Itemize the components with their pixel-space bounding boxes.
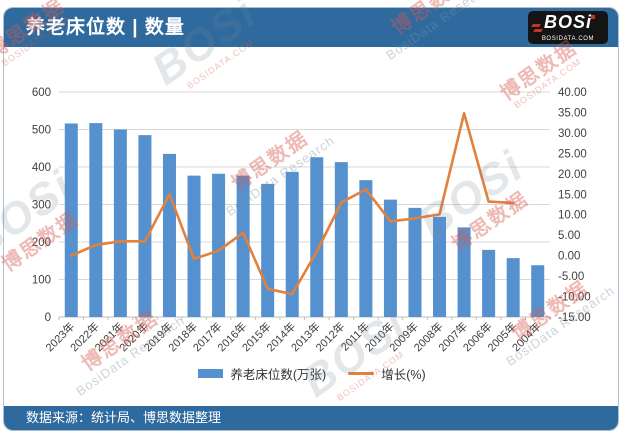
- bar-2013年: [310, 157, 324, 317]
- right-axis-label--5: -5.00: [558, 271, 584, 283]
- bar-2018年: [187, 175, 201, 317]
- bar-2022年: [89, 123, 103, 317]
- bar-2012年: [334, 162, 348, 317]
- left-axis-label-400: 400: [32, 162, 51, 174]
- bosi-logo: BOSi BOSIDATA.COM: [528, 11, 608, 44]
- logo-text: BOSi: [543, 12, 592, 32]
- line-swatch-icon: [348, 372, 375, 375]
- chart-area: 0 100 200 300 400 500 600 40.00 35.00 30.00 25.00 2…: [4, 47, 618, 408]
- chart-legend: 养老床位数(万张) 增长(%): [4, 364, 618, 383]
- bar-2020年: [138, 135, 152, 317]
- bar-2011年: [359, 180, 373, 317]
- right-axis-label--15: -15.00: [558, 312, 591, 324]
- bar-2019年: [162, 153, 176, 317]
- logo-site: BOSIDATA.COM: [541, 36, 595, 42]
- left-axis-label-600: 600: [32, 87, 51, 99]
- header-bar: 养老床位数 | 数量 BOSi BOSIDATA.COM: [4, 8, 618, 47]
- bar-2017年: [212, 173, 226, 317]
- bar-2005年: [506, 258, 520, 317]
- legend-label-beds: 养老床位数(万张): [230, 368, 327, 382]
- left-axis-label-300: 300: [32, 200, 51, 212]
- right-axis-label-20: 20.00: [558, 169, 587, 181]
- bar-2014年: [285, 171, 299, 317]
- bar-2004年: [531, 265, 545, 317]
- left-axis-label-200: 200: [32, 237, 51, 249]
- bar-2015年: [261, 183, 275, 317]
- legend-item-growth: 增长(%): [348, 364, 426, 383]
- right-axis-label-10: 10.00: [558, 210, 587, 222]
- report-card: 养老床位数 | 数量 BOSi BOSIDATA.COM 0 100 200 300 4…: [3, 7, 619, 431]
- bar-2016年: [236, 175, 250, 317]
- bar-2010年: [383, 199, 397, 317]
- right-axis-label-35: 35.00: [558, 107, 587, 119]
- bar-2009年: [408, 207, 422, 317]
- right-axis-label-30: 30.00: [558, 128, 587, 140]
- right-axis-label-0: 0.00: [558, 251, 580, 263]
- bar-2006年: [482, 249, 496, 317]
- right-axis-label-5: 5.00: [558, 230, 580, 242]
- bar-swatch-icon: [198, 369, 224, 378]
- right-axis-label-15: 15.00: [558, 189, 587, 201]
- legend-item-beds: 养老床位数(万张): [198, 364, 326, 383]
- bar-2007年: [457, 227, 471, 317]
- combo-chart: 0 100 200 300 400 500 600 40.00 35.00 30.00 25.00 2…: [32, 87, 591, 354]
- bar-2021年: [113, 129, 127, 317]
- left-axis-label-500: 500: [32, 125, 51, 137]
- data-source: 数据来源：统计局、博思数据整理: [26, 410, 222, 425]
- footer-bar: 数据来源：统计局、博思数据整理: [4, 406, 618, 430]
- right-axis-label--10: -10.00: [558, 292, 591, 304]
- bar-2023年: [64, 123, 78, 317]
- legend-label-growth: 增长(%): [381, 368, 426, 382]
- left-axis-label-0: 0: [45, 312, 51, 324]
- right-axis-label-40: 40.00: [558, 87, 587, 99]
- right-axis-label-25: 25.00: [558, 148, 587, 160]
- bar-2008年: [433, 216, 447, 317]
- left-axis-label-100: 100: [32, 275, 51, 287]
- page-title: 养老床位数 | 数量: [26, 17, 185, 38]
- growth-line: [70, 112, 515, 296]
- logo-dot-icon: [591, 15, 595, 19]
